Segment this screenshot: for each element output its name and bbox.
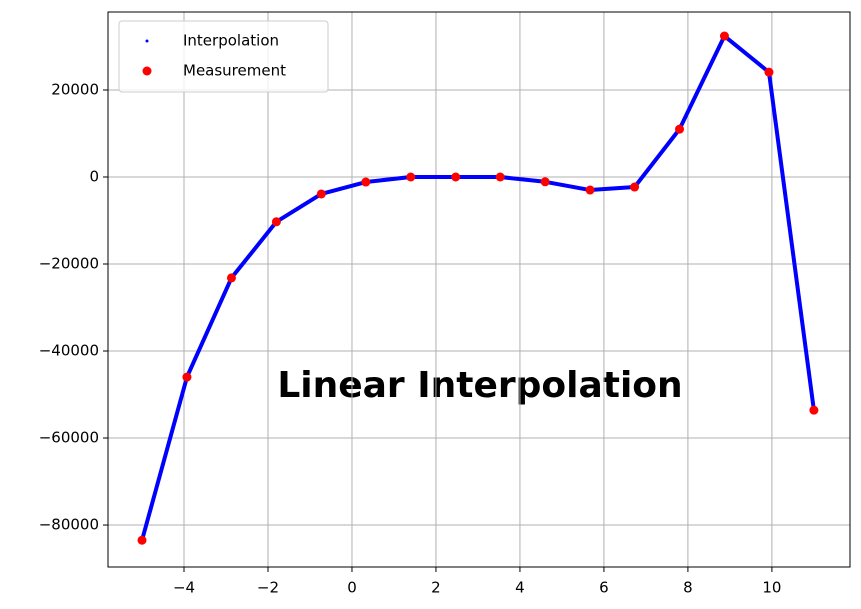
measurement-point — [495, 172, 505, 182]
annotation: Linear Interpolation — [277, 365, 682, 406]
measurement-point — [764, 67, 774, 77]
y-tick-label: −20000 — [39, 255, 99, 273]
measurement-point — [809, 405, 819, 415]
x-tick-label: −2 — [257, 579, 279, 597]
x-tick-label: 10 — [762, 579, 781, 597]
x-tick-label: 4 — [515, 579, 525, 597]
interpolation-line — [140, 34, 816, 541]
measurement-point — [585, 185, 595, 195]
measurement-point — [226, 273, 236, 283]
plot-frame — [107, 11, 851, 568]
measurement-point — [137, 535, 147, 545]
measurement-point — [316, 189, 326, 199]
x-tick-label: 0 — [347, 579, 357, 597]
measurement-point — [719, 31, 729, 41]
legend-label: Measurement — [183, 62, 286, 80]
measurement-point — [675, 124, 685, 134]
measurement-point — [540, 177, 550, 187]
y-tick-label: −80000 — [39, 516, 99, 534]
measurement-point — [406, 172, 416, 182]
x-tick-label: 6 — [599, 579, 609, 597]
y-tick-label: 20000 — [51, 80, 99, 98]
y-tick-label: −60000 — [39, 429, 99, 447]
legend: Interpolation Measurement — [118, 20, 329, 93]
x-tick-label: 8 — [683, 579, 693, 597]
legend-marker — [142, 66, 152, 76]
legend-box — [118, 20, 329, 93]
y-tick-label: −40000 — [39, 342, 99, 360]
y-tick-label: 0 — [89, 168, 99, 186]
legend-marker — [145, 39, 149, 43]
measurement-point — [361, 177, 371, 187]
legend-label: Interpolation — [183, 32, 279, 50]
x-tick-label: 2 — [431, 579, 441, 597]
measurement-point — [451, 172, 461, 182]
measurement-point — [630, 182, 640, 192]
measurement-point — [271, 217, 281, 227]
grid — [108, 12, 850, 567]
x-tick-label: −4 — [173, 579, 195, 597]
measurement-point — [182, 372, 192, 382]
